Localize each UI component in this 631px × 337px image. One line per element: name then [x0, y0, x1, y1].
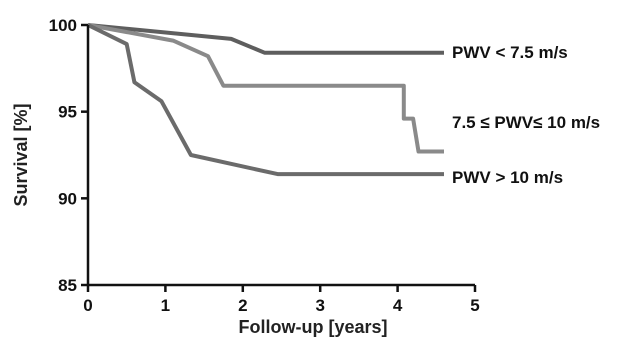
axes: [86, 25, 475, 287]
y-tick-label: 85: [58, 276, 77, 295]
series-label-pwv-low: PWV < 7.5 m/s: [452, 43, 568, 62]
ticks: 0 1 2 3 4 5 85 90 95 100: [49, 16, 480, 315]
x-tick-label: 3: [315, 296, 324, 315]
series-label-pwv-high: PWV > 10 m/s: [452, 168, 563, 187]
x-tick-label: 4: [393, 296, 403, 315]
series-line-pwv-mid: [87, 23, 444, 154]
x-axis-title: Follow-up [years]: [238, 317, 387, 337]
x-tick-label: 2: [238, 296, 247, 315]
x-tick-label: 0: [83, 296, 92, 315]
x-tick-label: 5: [470, 296, 479, 315]
y-tick-label: 90: [58, 189, 77, 208]
x-tick-label: 1: [161, 296, 170, 315]
y-tick-label: 95: [58, 103, 77, 122]
y-axis-title: Survival [%]: [11, 103, 31, 206]
series-line-pwv-low: [87, 23, 444, 55]
plot-series: [87, 23, 444, 177]
y-tick-label: 100: [49, 16, 77, 35]
series-line-pwv-high: [87, 23, 444, 177]
series-label-pwv-mid: 7.5 ≤ PWV≤ 10 m/s: [452, 113, 600, 132]
